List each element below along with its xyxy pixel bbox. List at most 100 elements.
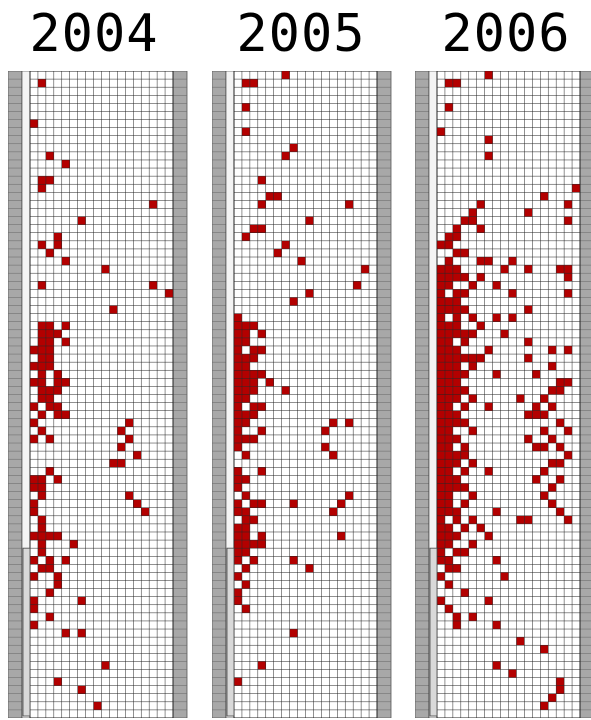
failed-node-cell	[564, 200, 573, 209]
failed-node-cell	[444, 370, 453, 379]
failed-node-cell	[289, 629, 298, 638]
failed-node-cell	[524, 354, 533, 363]
failed-node-cell	[437, 418, 445, 427]
failed-node-cell	[149, 200, 158, 209]
failed-node-cell	[281, 71, 290, 80]
failed-node-cell	[437, 467, 445, 476]
failed-node-cell	[257, 426, 266, 435]
failed-node-cell	[117, 426, 126, 435]
failed-node-cell	[53, 232, 62, 241]
failed-node-cell	[61, 257, 70, 266]
failed-node-cell	[329, 418, 338, 427]
failed-node-cell	[437, 572, 445, 581]
failed-node-cell	[500, 572, 509, 581]
failed-node-cell	[273, 248, 282, 258]
failed-node-cell	[37, 370, 46, 379]
failed-node-cell	[444, 257, 453, 266]
failed-node-cell	[468, 515, 477, 524]
failed-node-cell	[484, 402, 493, 411]
failed-node-cell	[556, 459, 565, 468]
failed-node-cell	[437, 548, 445, 557]
failed-node-cell	[234, 410, 242, 419]
failed-node-cell	[30, 572, 38, 581]
failed-node-cell	[241, 127, 250, 136]
failed-node-cell	[524, 515, 533, 524]
failed-node-cell	[289, 297, 298, 306]
failed-node-cell	[234, 337, 242, 346]
failed-node-cell	[234, 467, 242, 476]
failed-node-cell	[249, 224, 258, 233]
failed-node-cell	[30, 475, 38, 484]
failed-node-cell	[53, 370, 62, 379]
failed-node-cell	[37, 475, 46, 484]
failed-node-cell	[476, 321, 485, 330]
failed-node-cell	[452, 329, 461, 338]
failed-node-cell	[444, 459, 453, 468]
failed-node-cell	[45, 588, 54, 597]
failed-node-cell	[30, 596, 38, 605]
rack-grid-2005	[212, 71, 392, 718]
failed-node-cell	[437, 523, 445, 532]
failed-node-cell	[452, 305, 461, 314]
failed-node-cell	[257, 329, 266, 338]
failed-node-cell	[234, 677, 242, 686]
failed-node-cell	[444, 443, 453, 452]
failed-node-cell	[444, 483, 453, 492]
failed-node-cell	[460, 386, 469, 395]
failed-node-cell	[249, 540, 258, 549]
failed-node-cell	[444, 329, 453, 338]
failed-node-cell	[452, 354, 461, 363]
failed-node-cell	[492, 556, 501, 565]
failed-node-cell	[37, 386, 46, 395]
failed-node-cell	[273, 192, 282, 201]
failed-node-cell	[437, 540, 445, 549]
failed-node-cell	[468, 426, 477, 435]
failed-node-cell	[437, 451, 445, 460]
failed-node-cell	[109, 305, 118, 314]
failed-node-cell	[249, 410, 258, 419]
failed-node-cell	[241, 507, 250, 516]
failed-node-cell	[437, 596, 445, 605]
failed-node-cell	[548, 386, 557, 395]
failed-node-cell	[30, 345, 38, 355]
failed-node-cell	[241, 475, 250, 484]
failed-node-cell	[508, 289, 517, 298]
rack-panel-2004	[8, 71, 195, 718]
failed-node-cell	[257, 540, 266, 549]
failed-node-cell	[444, 281, 453, 290]
failed-node-cell	[37, 362, 46, 371]
failed-node-cell	[329, 507, 338, 516]
failed-node-cell	[437, 240, 445, 249]
failed-node-cell	[444, 362, 453, 371]
failed-node-cell	[460, 402, 469, 411]
failed-node-cell	[289, 556, 298, 565]
failed-node-cell	[444, 240, 453, 249]
failed-node-cell	[437, 354, 445, 363]
failed-node-cell	[37, 321, 46, 330]
failed-node-cell	[361, 265, 370, 274]
failed-node-cell	[452, 232, 461, 241]
failed-node-cell	[500, 329, 509, 338]
failed-node-cell	[460, 370, 469, 379]
failed-node-cell	[444, 305, 453, 314]
failed-node-cell	[452, 434, 461, 444]
failed-node-cell	[257, 467, 266, 476]
failed-node-cell	[234, 443, 242, 452]
failed-node-cell	[444, 507, 453, 516]
failed-node-cell	[460, 483, 469, 492]
failed-node-cell	[476, 224, 485, 233]
failed-node-cell	[257, 661, 266, 670]
failed-node-cell	[548, 499, 557, 508]
failed-node-cell	[249, 378, 258, 387]
failed-node-cell	[437, 297, 445, 306]
failed-node-cell	[234, 418, 242, 427]
failed-node-cell	[61, 378, 70, 387]
failed-node-cell	[452, 620, 461, 630]
failed-node-cell	[45, 612, 54, 621]
failed-node-cell	[437, 370, 445, 379]
failed-node-cell	[444, 564, 453, 573]
failed-node-cell	[37, 410, 46, 419]
failed-node-cell	[437, 531, 445, 541]
failed-node-cell	[234, 540, 242, 549]
failed-node-cell	[556, 677, 565, 686]
